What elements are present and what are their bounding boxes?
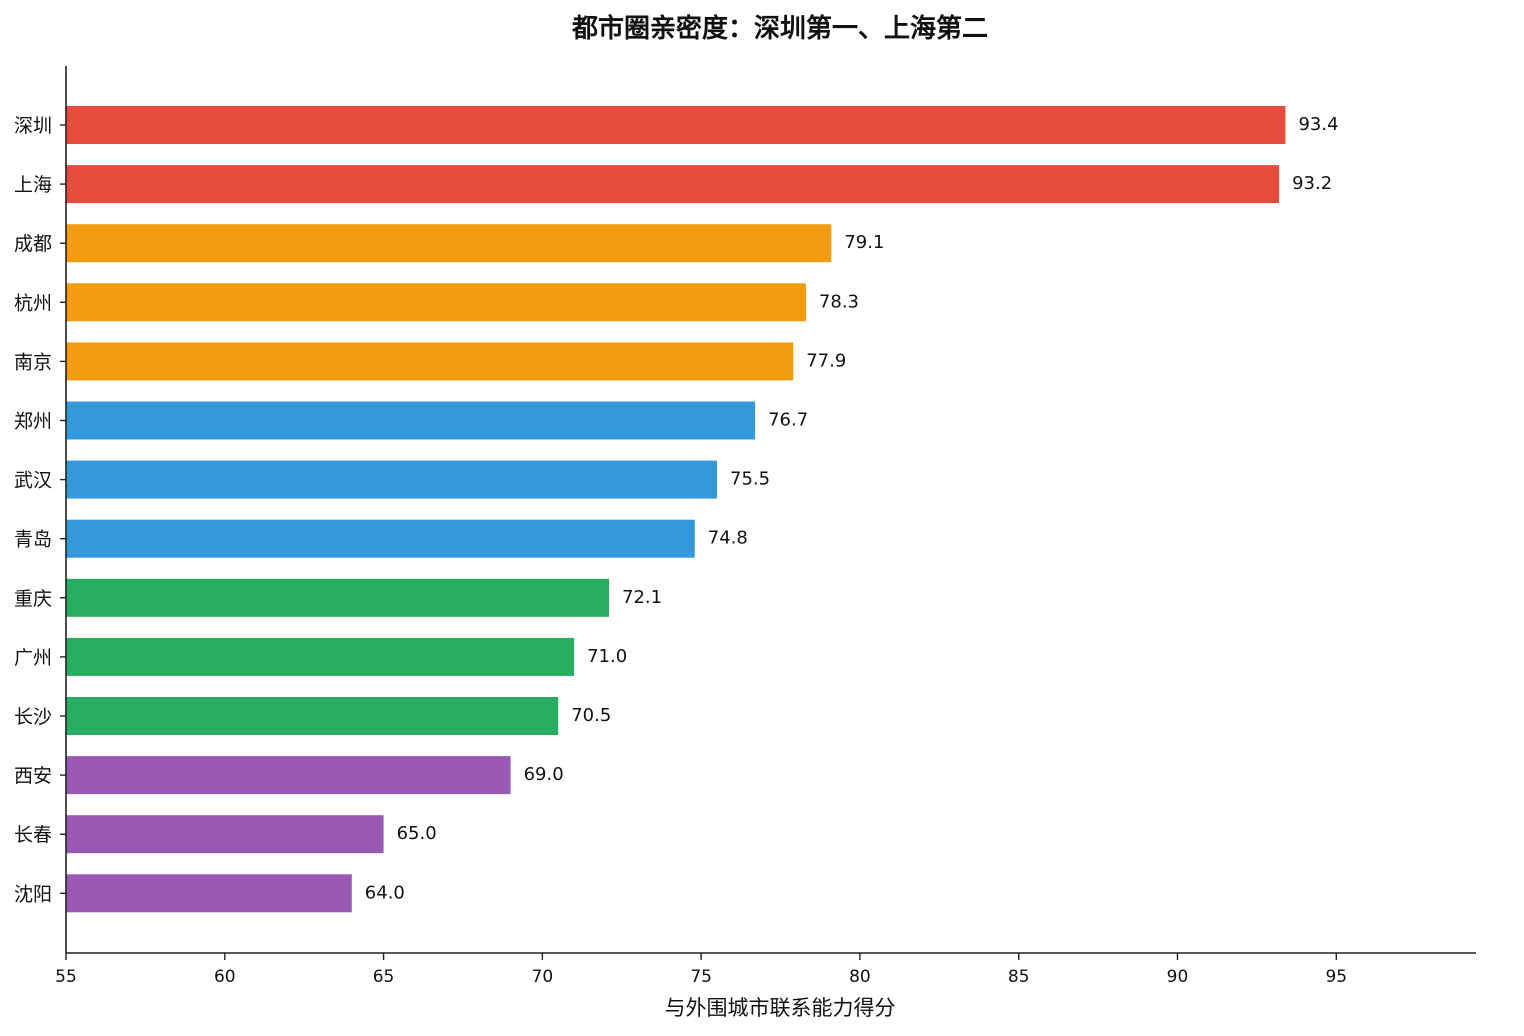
x-tick-label: 85 <box>1008 967 1030 987</box>
bar-5 <box>66 401 756 440</box>
category-label: 武汉 <box>14 470 52 492</box>
x-tick-label: 70 <box>532 967 554 987</box>
x-tick-label: 90 <box>1167 967 1189 987</box>
bar-12 <box>66 815 384 854</box>
value-label: 78.3 <box>819 291 859 312</box>
x-tick-label: 80 <box>849 967 871 987</box>
bar-3 <box>66 283 806 322</box>
value-label: 93.4 <box>1298 114 1338 135</box>
category-label: 南京 <box>14 351 52 373</box>
value-label: 72.1 <box>622 587 662 608</box>
category-label: 成都 <box>14 233 52 255</box>
value-label: 75.5 <box>730 469 770 490</box>
bar-11 <box>66 756 511 795</box>
category-label: 杭州 <box>14 292 52 314</box>
bar-0 <box>66 106 1286 144</box>
bar-2 <box>66 224 832 263</box>
category-label: 广州 <box>14 647 52 669</box>
x-tick-label: 95 <box>1325 967 1347 987</box>
x-tick-label: 75 <box>690 967 712 987</box>
value-label: 76.7 <box>768 410 808 431</box>
x-tick-label: 65 <box>373 967 395 987</box>
value-label: 77.9 <box>806 350 846 371</box>
value-label: 70.5 <box>571 705 611 726</box>
x-tick-label: 60 <box>214 967 236 987</box>
value-label: 65.0 <box>397 823 437 844</box>
category-label: 郑州 <box>14 411 52 433</box>
value-label: 71.0 <box>587 646 627 667</box>
value-label: 69.0 <box>524 764 564 785</box>
bar-13 <box>66 874 352 913</box>
value-label: 93.2 <box>1292 173 1332 194</box>
bar-1 <box>66 165 1280 204</box>
value-label: 64.0 <box>365 882 405 903</box>
category-label: 西安 <box>14 765 52 787</box>
bar-6 <box>66 460 718 499</box>
category-label: 长沙 <box>14 706 52 728</box>
axes <box>65 66 1476 954</box>
x-axis-title: 与外围城市联系能力得分 <box>665 996 896 1020</box>
chart-title: 都市圈亲密度：深圳第一、上海第二 <box>571 14 988 44</box>
category-label: 青岛 <box>14 529 52 551</box>
bar-9 <box>66 637 575 676</box>
category-label: 沈阳 <box>14 883 52 905</box>
value-label: 74.8 <box>708 528 748 549</box>
category-label: 上海 <box>14 174 52 196</box>
category-label: 重庆 <box>14 588 52 610</box>
x-tick-label: 55 <box>55 967 77 987</box>
category-label: 深圳 <box>14 115 52 137</box>
value-labels: 93.4 93.2 79.1 78.3 77.9 76.7 75.5 74.8 72.1 71.0… <box>365 114 1339 903</box>
bar-8 <box>66 578 610 617</box>
bar-7 <box>66 519 695 558</box>
bar-4 <box>66 342 794 381</box>
x-ticks: 55 60 65 70 75 80 85 90 95 <box>55 953 1347 987</box>
value-label: 79.1 <box>844 232 884 253</box>
bars-layer <box>66 106 1286 913</box>
category-label: 长春 <box>14 824 52 846</box>
bar-10 <box>66 697 559 735</box>
